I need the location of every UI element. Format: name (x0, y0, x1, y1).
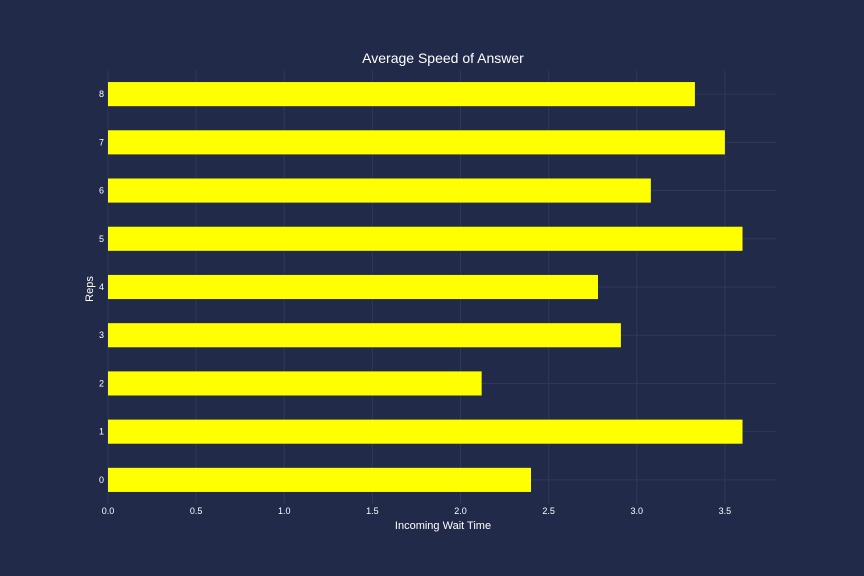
x-tick-label: 2.5 (542, 506, 555, 516)
bars (108, 82, 743, 492)
bar-rep-8[interactable] (108, 82, 695, 107)
bar-rep-3[interactable] (108, 323, 621, 348)
y-tick-label: 8 (99, 89, 104, 99)
bar-rep-0[interactable] (108, 467, 532, 492)
x-axis-title: Incoming Wait Time (395, 520, 491, 532)
chart-title: Average Speed of Answer (362, 50, 524, 66)
x-axis-ticks: 0.0 0.5 1.0 1.5 2.0 2.5 3.0 3.5 (102, 506, 731, 516)
bar-rep-2[interactable] (108, 371, 482, 396)
y-tick-label: 4 (99, 282, 104, 292)
x-tick-label: 0.5 (190, 506, 203, 516)
y-tick-label: 2 (99, 378, 104, 388)
x-tick-label: 3.0 (631, 506, 644, 516)
x-tick-label: 1.5 (366, 506, 379, 516)
bar-rep-4[interactable] (108, 274, 598, 300)
x-tick-label: 2.0 (454, 506, 467, 516)
y-tick-label: 0 (99, 475, 104, 485)
y-tick-label: 1 (99, 427, 104, 437)
x-tick-label: 0.0 (102, 506, 115, 516)
bar-rep-6[interactable] (108, 178, 651, 203)
y-tick-label: 3 (99, 330, 104, 340)
y-tick-label: 7 (99, 137, 104, 147)
bar-rep-5[interactable] (108, 226, 743, 251)
bar-rep-7[interactable] (108, 130, 725, 155)
bar-rep-1[interactable] (108, 419, 743, 444)
x-tick-label: 1.0 (278, 506, 291, 516)
y-tick-label: 6 (99, 186, 104, 196)
y-axis-title: Reps (84, 276, 96, 302)
y-tick-label: 5 (99, 234, 104, 244)
x-tick-label: 3.5 (719, 506, 732, 516)
y-axis-ticks: 0 1 2 3 4 5 6 7 8 (99, 89, 104, 485)
